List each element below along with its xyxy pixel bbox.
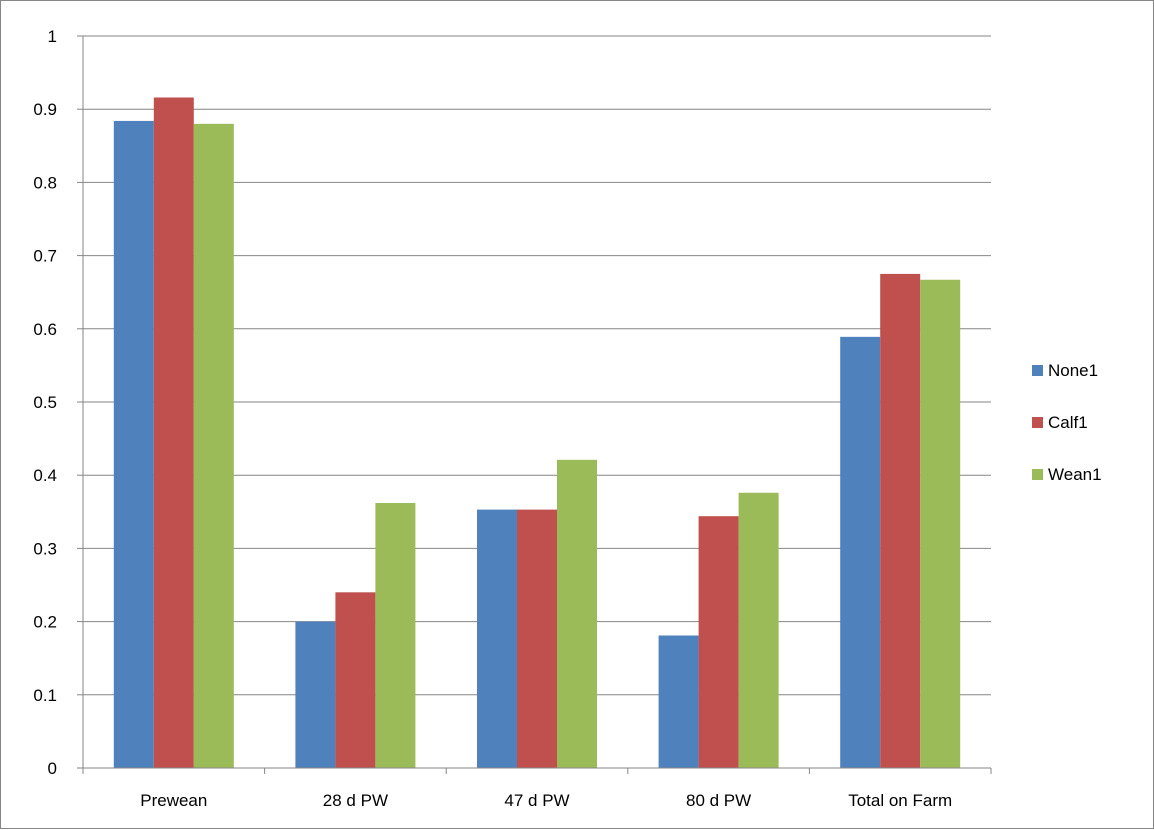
x-tick-label: 80 d PW xyxy=(686,791,751,810)
bar-wean1-0 xyxy=(193,123,234,769)
x-tick-label: 47 d PW xyxy=(504,791,569,810)
bar-wean1-4 xyxy=(920,279,961,768)
bar-calf1-1 xyxy=(335,592,376,768)
bar-wean1-1 xyxy=(375,503,416,768)
bar-none1-3 xyxy=(658,635,699,768)
bar-calf1-0 xyxy=(153,97,194,769)
y-axis-tick-labels: 0 0.1 0.2 0.3 0.4 0.5 0.6 0.7 0.8 0.9 1 xyxy=(33,27,57,778)
y-tick-label: 0.6 xyxy=(33,320,57,339)
bar-calf1-4 xyxy=(880,273,921,768)
legend: None1 Calf1 Wean1 xyxy=(1032,361,1102,484)
x-tick-label: Prewean xyxy=(140,791,207,810)
y-tick-label: 0.4 xyxy=(33,466,57,485)
legend-swatch-calf1 xyxy=(1032,417,1043,428)
y-tick-label: 0.1 xyxy=(33,686,57,705)
x-axis-tick-labels: Prewean 28 d PW 47 d PW 80 d PW Total on Far… xyxy=(140,791,952,810)
y-tick-label: 0.8 xyxy=(33,173,57,192)
gridlines xyxy=(83,35,991,696)
legend-swatch-wean1 xyxy=(1032,469,1043,480)
y-tick-label: 0.9 xyxy=(33,100,57,119)
legend-label-none1: None1 xyxy=(1048,361,1098,380)
legend-swatch-none1 xyxy=(1032,365,1043,376)
y-tick-label: 0.3 xyxy=(33,539,57,558)
bar-wean1-3 xyxy=(738,492,779,768)
bar-none1-1 xyxy=(295,621,336,768)
bar-none1-0 xyxy=(113,120,154,769)
y-tick-label: 0 xyxy=(48,759,57,778)
legend-label-calf1: Calf1 xyxy=(1048,413,1088,432)
bar-none1-2 xyxy=(477,509,517,768)
x-tick-label: Total on Farm xyxy=(848,791,952,810)
bars xyxy=(113,97,961,769)
bar-calf1-3 xyxy=(698,516,739,768)
y-tick-label: 0.7 xyxy=(33,247,57,266)
y-tick-label: 1 xyxy=(48,27,57,46)
legend-label-wean1: Wean1 xyxy=(1048,465,1102,484)
y-tick-label: 0.5 xyxy=(33,393,57,412)
bar-calf1-2 xyxy=(517,509,557,768)
bar-none1-4 xyxy=(840,336,881,768)
x-tick-label: 28 d PW xyxy=(323,791,388,810)
axes xyxy=(77,35,992,774)
y-tick-label: 0.2 xyxy=(33,613,57,632)
bar-wean1-2 xyxy=(557,459,597,768)
